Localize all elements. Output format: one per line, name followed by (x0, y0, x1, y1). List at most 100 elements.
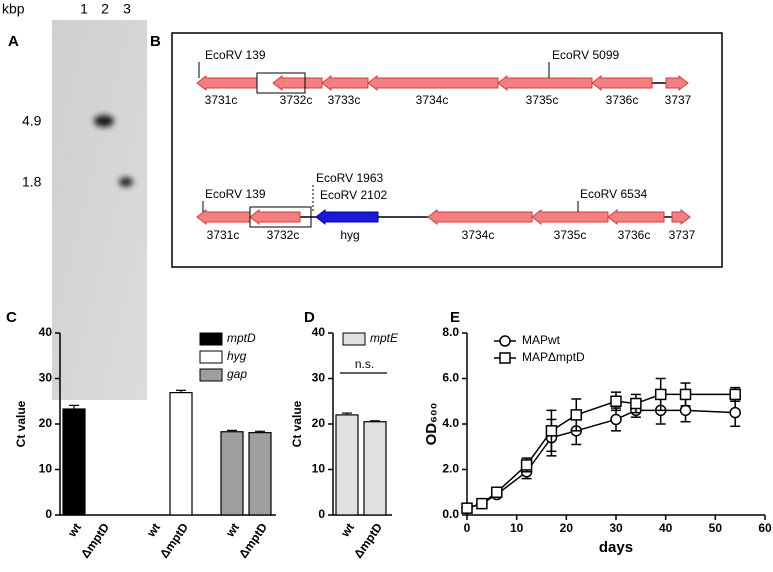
bar (248, 432, 272, 516)
annotation: n.s. (355, 357, 374, 371)
legend-swatch (199, 368, 223, 382)
point (520, 459, 533, 471)
error-bar (255, 430, 265, 433)
gene-arrow (367, 74, 499, 92)
gene-label: 3736c (606, 93, 639, 107)
bar (169, 392, 193, 516)
site-label: EcoRV 139 (205, 48, 266, 62)
legend-swatch (199, 350, 223, 364)
gene-arrow (531, 208, 609, 226)
x-tick-label: 50 (709, 521, 723, 535)
y-tick-label: 0.0 (442, 507, 459, 521)
y-tick-label: 4.0 (442, 416, 459, 430)
panel-label: C (6, 309, 17, 326)
blot-image (52, 20, 147, 400)
legend-swatch (199, 332, 223, 346)
x-tick-label: ΔmptD (236, 520, 270, 560)
gene-label: 3731c (207, 228, 240, 242)
gene-map: 3731c 3732c 3733c 3734c 3735c 3736c 3737 EcoRV … (196, 48, 696, 242)
gene-arrow (665, 74, 689, 92)
x-tick-label: 30 (609, 521, 623, 535)
gene-label: 3732c (267, 228, 300, 242)
region-box (256, 72, 306, 94)
gene-label: 3737 (669, 228, 696, 242)
x-tick-label: wt (64, 521, 84, 541)
error-bar (69, 404, 79, 409)
x-tick-label: 40 (659, 521, 673, 535)
gene-arrow (272, 74, 323, 92)
gene-label: 3733c (328, 93, 361, 107)
gene-label: 3735c (526, 93, 559, 107)
x-tick-label: 0 (464, 521, 471, 535)
x-tick-label: wt (337, 521, 357, 541)
error-bar (176, 389, 186, 393)
gene-label: 3736c (618, 228, 651, 242)
error-bar (370, 420, 380, 422)
gene-arrow (671, 208, 691, 226)
lane-label: 2 (101, 1, 109, 17)
site-label: EcoRV 1963 (316, 171, 383, 185)
point (654, 388, 667, 401)
panel-label: B (150, 33, 161, 50)
region-box (249, 206, 312, 228)
point (610, 413, 622, 426)
gene-arrow (196, 74, 258, 92)
x-tick-label: wt (222, 521, 242, 541)
series-line (466, 409, 736, 509)
y-axis-label: Ct value (14, 400, 28, 447)
site-label: EcoRV 139 (205, 187, 266, 201)
gene-arrow (196, 208, 251, 226)
x-tick-label: 10 (510, 521, 524, 535)
point (545, 425, 558, 437)
y-tick-label: 6.0 (442, 371, 459, 385)
legend-marker (499, 335, 511, 347)
gene-arrow (249, 208, 301, 226)
gene-label: 3732c (280, 93, 313, 107)
legend-label: mptE (370, 331, 399, 345)
legend-label: gap (227, 367, 247, 381)
map-frame (171, 32, 723, 268)
legend-label: MAPΔmptD (522, 350, 585, 364)
gene-label: 3734c (462, 228, 495, 242)
legend-label: mptD (227, 331, 256, 345)
gene-label: 3737 (665, 93, 692, 107)
panel-label: E (450, 309, 460, 326)
error-bar (227, 429, 237, 432)
point (610, 395, 622, 407)
x-tick-label: ΔmptD (351, 520, 385, 560)
y-tick-label: 30 (39, 371, 53, 385)
marker-label: 1.8 (22, 174, 42, 190)
y-tick-label: 10 (312, 462, 326, 476)
gene-arrow (591, 74, 653, 92)
bar (335, 414, 359, 516)
gene-arrow (607, 208, 665, 226)
site-label: EcoRV 6534 (580, 187, 647, 201)
gene-label: 3735c (554, 228, 587, 242)
y-tick-label: 30 (312, 371, 326, 385)
y-axis-label: Ct value (290, 400, 304, 447)
marker-label: 4.9 (22, 113, 42, 129)
panel-label: A (8, 33, 19, 50)
y-tick-label: 0 (318, 507, 325, 521)
error-bar (342, 412, 352, 415)
point (679, 388, 692, 401)
panel-label: D (304, 309, 315, 326)
gene-label: 3731c (205, 93, 238, 107)
point (461, 502, 473, 514)
x-tick-label: ΔmptD (157, 520, 191, 560)
bar (220, 431, 244, 516)
point (570, 409, 583, 421)
point (630, 397, 642, 410)
legend-label: MAPwt (522, 333, 561, 347)
blot-band (119, 177, 133, 187)
lane-label: 3 (123, 1, 131, 17)
site-label: EcoRV 5099 (552, 48, 619, 62)
y-tick-label: 40 (39, 325, 53, 339)
gene-label: hyg (340, 228, 359, 242)
y-tick-label: 40 (312, 325, 326, 339)
legend-swatch (342, 332, 366, 346)
gene-arrow (321, 74, 369, 92)
lane-label: 1 (80, 1, 88, 17)
gene-label: 3734c (416, 93, 449, 107)
